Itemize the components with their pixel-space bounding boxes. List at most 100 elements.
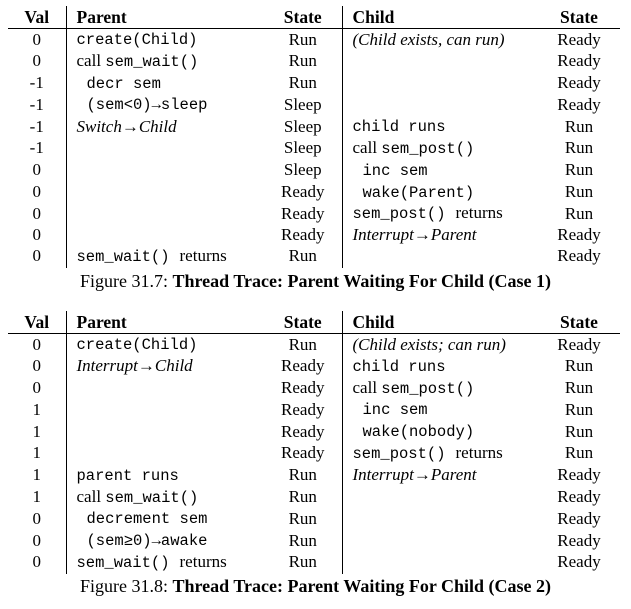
cell-val: 1 [8,399,67,422]
cell-parent: create(Child) [66,334,264,356]
cell-child-state: Ready [557,552,601,572]
cell-text: child runs [352,357,446,376]
table-header-row: Val Parent State Child State [8,311,620,334]
cell-parent-state: Run [264,28,343,51]
cell-child-state: Run [564,443,594,463]
cell-val: -1 [8,72,67,95]
cell-child: wake(Parent) [342,182,538,204]
cell-child-state: Ready [557,73,601,93]
table-row: -1 Sleep call sem_post() Run [8,137,620,160]
cell-text: wake(nobody) [362,423,475,442]
cell-val: 1 [8,486,67,509]
cell-text: call [76,50,106,70]
figure-caption-31-7: Figure 31.7: Thread Trace: Parent Waitin… [0,271,631,292]
cell-parent-state: Run [264,551,343,574]
cell-child: child runs [342,356,538,378]
cell-child [342,246,538,268]
table-row: 0 decrement sem Run Ready [8,508,620,531]
cell-child-state: Run [564,116,594,136]
cell-parent-state: Ready [264,442,343,465]
cell-text: (Child exists; can run) [352,334,506,354]
cell-parent: sem_wait() returns [66,552,264,574]
cell-parent-state: Run [264,464,343,487]
cell-parent: create(Child) [66,29,264,51]
cell-child-state: Run [564,399,594,419]
cell-text: (sem≥0)→awake [86,532,208,551]
cell-text: inc sem [362,401,428,420]
cell-child: sem_post() returns [342,203,538,225]
cell-val: -1 [8,116,67,138]
cell-val: 0 [8,377,67,400]
cell-parent: decrement sem [66,508,264,530]
cell-parent-state: Sleep [264,159,343,182]
cell-parent [66,160,264,182]
cell-parent-state: Run [264,530,343,552]
table-row: 1 Ready wake(nobody) Run [8,421,620,443]
cell-parent-state: Ready [264,181,343,204]
cell-text: create(Child) [76,336,198,354]
cell-val: 0 [8,333,67,356]
cell-text: sem_post() [352,205,446,224]
cell-parent-state: Run [264,50,343,73]
caption-title: Thread Trace: Parent Waiting For Child (… [172,271,552,291]
cell-child-state: Run [564,138,594,158]
cell-text: sem_post() [352,444,446,463]
cell-parent-state: Run [264,333,343,356]
cell-text: sem_post() [381,139,475,158]
table-row: 0 sem_wait() returns Run Ready [8,551,620,574]
table-row: -1 Switch→Child Sleep child runs Run [8,116,620,138]
cell-child: call sem_post() [342,138,538,160]
caption-prefix: Figure 31.7: [80,271,173,291]
cell-val: 0 [8,530,67,552]
table-row: -1 (sem<0)→sleep Sleep Ready [8,94,620,117]
cell-child-state: Run [564,160,594,180]
cell-parent-state: Run [264,486,343,509]
header-child: Child [342,6,538,29]
cell-val: -1 [8,137,67,160]
header-val: Val [8,311,67,334]
cell-parent-state: Run [264,72,343,95]
table-row: 0 create(Child) Run (Child exists; can run)… [8,333,620,356]
cell-val: 1 [8,464,67,487]
table-row: -1 decr sem Run Ready [8,72,620,95]
cell-text: sem_post() [381,379,475,398]
cell-text: sem_wait() [76,553,170,572]
cell-text: decrement sem [86,510,208,529]
cell-val: 0 [8,551,67,574]
cell-text: Interrupt→Parent [352,465,477,485]
cell-text: sem_wait() [76,247,170,266]
table-row: 1 Ready inc sem Run [8,399,620,422]
table-row: 1 call sem_wait() Run Ready [8,486,620,509]
cell-val: 0 [8,355,67,378]
cell-parent-state: Sleep [264,94,343,117]
cell-val: 0 [8,28,67,51]
cell-child-state: Ready [557,225,601,245]
cell-parent [66,225,264,246]
cell-child: Interrupt→Parent [342,225,538,246]
cell-val: 1 [8,442,67,465]
trace-table-case-2: Val Parent State Child State 0 create(Chi… [8,311,620,574]
cell-val: 0 [8,225,67,246]
cell-child: Interrupt→Parent [342,465,538,487]
header-child: Child [342,311,538,334]
cell-child: call sem_post() [342,378,538,400]
cell-val: 0 [8,50,67,73]
cell-parent: parent runs [66,465,264,487]
cell-parent: Interrupt→Child [66,356,264,378]
cell-child-state: Ready [557,334,601,354]
cell-child-state: Run [564,356,594,376]
cell-child [342,487,538,509]
cell-text: decr sem [86,74,161,93]
cell-text: (sem<0)→sleep [86,96,208,115]
cell-parent: call sem_wait() [66,51,264,73]
trace-table-case-1: Val Parent State Child State 0 create(Chi… [8,6,620,268]
cell-parent-state: Ready [264,355,343,378]
header-child-state: State [538,6,620,29]
caption-prefix: Figure 31.8: [80,576,173,596]
cell-val: 0 [8,159,67,182]
cell-child-state: Ready [557,465,601,485]
cell-parent [66,378,264,400]
cell-parent-state: Ready [264,203,343,226]
figure-caption-31-8: Figure 31.8: Thread Trace: Parent Waitin… [0,576,631,597]
cell-child [342,508,538,530]
